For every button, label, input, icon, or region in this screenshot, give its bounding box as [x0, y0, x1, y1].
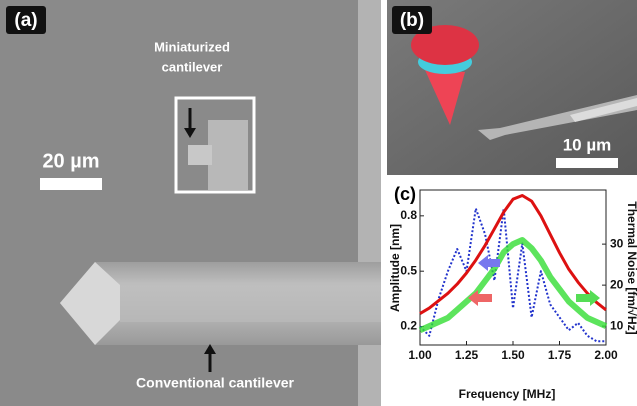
panel-label: (b) — [400, 10, 424, 31]
annotation: Conventional cantilever — [136, 375, 294, 391]
scale-label: 10 µm — [563, 135, 612, 154]
x-tick-label: 1.50 — [501, 348, 525, 362]
y-tick-label: 0.2 — [400, 319, 417, 333]
annotation: Miniaturized — [154, 39, 230, 54]
y2-tick-label: 30 — [610, 236, 624, 250]
panel-a: (a) Miniaturized cantilever 20 µm Conven… — [0, 0, 381, 406]
x-tick-label: 2.00 — [594, 348, 618, 362]
annotation: cantilever — [162, 59, 223, 74]
panel-label: (a) — [14, 10, 37, 31]
panel-c: (c) Frequency [MHz] Amplitude [nm] Therm… — [387, 178, 637, 406]
y2-axis-label: Thermal Noise [fm/√Hz] — [625, 201, 637, 334]
y-tick-label: 0.5 — [400, 263, 417, 277]
y2-tick-label: 10 — [610, 318, 624, 332]
x-tick-label: 1.00 — [408, 348, 432, 362]
scale-label: 20 µm — [42, 150, 99, 172]
panel-b: (b) 10 µm — [387, 0, 637, 175]
y-tick-label: 0.8 — [400, 208, 417, 222]
x-axis-label: Frequency [MHz] — [459, 387, 556, 401]
panel-label: (c) — [394, 184, 416, 204]
x-tick-label: 1.25 — [455, 348, 479, 362]
figure: (a) Miniaturized cantilever 20 µm Conven… — [0, 0, 637, 406]
page: (a) Miniaturized cantilever 20 µm Conven… — [0, 0, 637, 406]
x-tick-label: 1.75 — [548, 348, 572, 362]
y2-tick-label: 20 — [610, 277, 624, 291]
